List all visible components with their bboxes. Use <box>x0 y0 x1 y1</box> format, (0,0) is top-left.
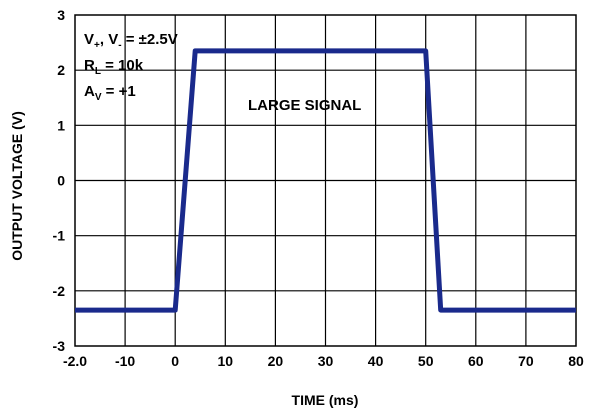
x-tick-label: 70 <box>518 353 534 369</box>
series-layer <box>75 48 576 313</box>
y-tick-label: -1 <box>53 228 66 244</box>
x-tick-label: 50 <box>418 353 434 369</box>
x-tick-label: -2.0 <box>63 353 87 369</box>
x-tick-label: 30 <box>318 353 334 369</box>
y-tick-label: 1 <box>57 117 65 133</box>
x-tick-label: 40 <box>368 353 384 369</box>
grid <box>75 15 576 346</box>
annotation-gain: AV = +1 <box>84 83 136 103</box>
y-tick-label: -2 <box>53 283 66 299</box>
x-tick-label: 80 <box>568 353 584 369</box>
x-tick-label: 10 <box>218 353 234 369</box>
annotation-load: RL = 10k <box>84 57 144 77</box>
x-axis-title: TIME (ms) <box>292 392 359 408</box>
y-tick-label: -3 <box>53 338 66 354</box>
y-axis-title: OUTPUT VOLTAGE (V) <box>9 111 25 261</box>
annotation-large-signal: LARGE SIGNAL <box>248 97 361 114</box>
y-tick-label: 3 <box>57 7 65 23</box>
x-tick-label: 0 <box>171 353 179 369</box>
x-tick-label: 60 <box>468 353 484 369</box>
annotation-supply: V+, V- = ±2.5V <box>84 31 178 51</box>
series-line <box>75 48 576 313</box>
y-tick-labels: 3 2 1 0 -1 -2 -3 <box>53 7 66 354</box>
plot-frame <box>74 14 577 347</box>
x-tick-label: 20 <box>268 353 284 369</box>
x-tick-labels: -2.0 -10 0 10 20 30 40 50 60 70 80 <box>63 353 584 369</box>
x-tick-label: -10 <box>115 353 135 369</box>
y-tick-label: 2 <box>57 62 65 78</box>
y-tick-label: 0 <box>57 173 65 189</box>
